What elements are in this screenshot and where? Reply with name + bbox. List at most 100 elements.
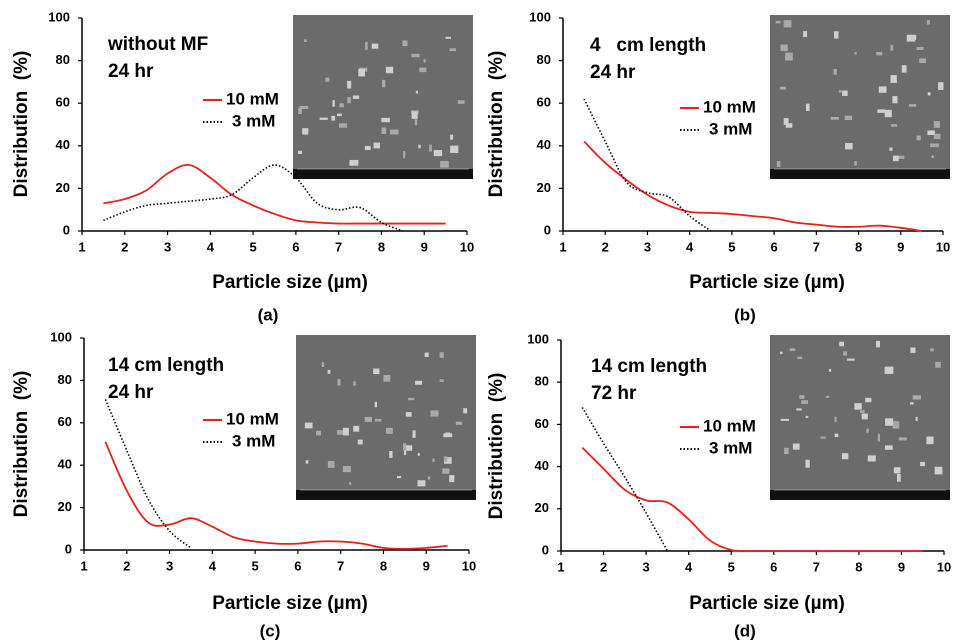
sem-particle xyxy=(332,100,335,107)
x-tick-label: 10 xyxy=(937,559,951,574)
sem-particle xyxy=(927,130,935,136)
x-tick-label: 7 xyxy=(337,558,344,573)
sem-particle xyxy=(336,113,342,117)
y-tick-label: 0 xyxy=(65,541,72,556)
sem-particle xyxy=(373,368,380,375)
series-line xyxy=(583,140,923,232)
sem-particle xyxy=(412,430,416,438)
sem-particle xyxy=(776,161,781,167)
sem-particle xyxy=(833,68,837,75)
sem-particle xyxy=(896,473,901,482)
sem-particle xyxy=(325,77,330,82)
legend-label: 10 mM xyxy=(703,97,756,116)
x-tick-label: 8 xyxy=(378,239,385,254)
x-tick-label: 6 xyxy=(770,239,777,254)
sem-particle xyxy=(865,397,872,403)
y-tick-label: 40 xyxy=(537,137,551,152)
sem-particle xyxy=(327,369,331,374)
sem-particle xyxy=(403,443,407,451)
sem-particle xyxy=(389,129,399,135)
sem-particle xyxy=(443,433,453,438)
x-axis-label: Particle size (µm) xyxy=(212,593,368,614)
sem-particle xyxy=(450,145,459,153)
y-tick-label: 60 xyxy=(58,414,72,429)
sem-particle xyxy=(349,159,359,166)
sem-particle xyxy=(846,358,855,361)
y-tick-label: 80 xyxy=(535,374,549,389)
sem-particle xyxy=(884,445,893,450)
sem-particle xyxy=(885,418,894,426)
sem-particle xyxy=(796,408,802,411)
sem-particle xyxy=(304,39,307,42)
y-tick-label: 0 xyxy=(542,542,549,557)
x-tick-label: 10 xyxy=(462,558,476,573)
sem-particle xyxy=(381,79,386,88)
sem-info-bar xyxy=(293,169,473,179)
y-tick-label: 60 xyxy=(537,95,551,110)
sem-particle xyxy=(779,351,783,354)
sem-particle xyxy=(424,352,429,358)
x-tick-label: 7 xyxy=(813,559,820,574)
sem-particle xyxy=(801,400,809,404)
series-line xyxy=(104,441,448,550)
y-axis-label: Distribution (%) xyxy=(486,51,507,198)
sem-particle xyxy=(463,408,468,414)
sem-particle xyxy=(427,476,431,480)
sem-particle xyxy=(449,48,457,52)
sem-particle xyxy=(805,415,809,418)
sem-particle xyxy=(886,368,889,371)
x-tick-label: 2 xyxy=(600,559,607,574)
x-tick-label: 4 xyxy=(686,239,694,254)
sem-particle xyxy=(797,356,803,360)
sem-particle xyxy=(418,144,421,149)
sem-particle xyxy=(838,90,842,93)
x-tick-label: 2 xyxy=(123,558,130,573)
annotation: 14 cm length xyxy=(108,355,224,376)
sem-particle xyxy=(926,436,934,445)
sem-particle xyxy=(854,52,857,55)
panel: 0 20 40 60 80 100 1 2 3 4 5 6 7 8 9 10 10 mM 3 mM without … xyxy=(11,9,474,324)
sem-particle xyxy=(892,421,900,429)
sem-particle xyxy=(415,380,423,385)
sem-particle xyxy=(920,461,925,467)
x-tick-label: 10 xyxy=(936,239,950,254)
y-tick-label: 100 xyxy=(527,331,549,346)
sem-particle xyxy=(316,430,321,436)
sem-particle xyxy=(423,59,426,63)
sem-particle xyxy=(374,401,378,408)
x-tick-label: 4 xyxy=(685,559,693,574)
sem-particle xyxy=(908,104,917,107)
x-axis-label: Particle size (µm) xyxy=(212,272,368,293)
y-tick-label: 100 xyxy=(48,9,70,24)
sem-particle xyxy=(912,395,922,400)
x-tick-label: 6 xyxy=(292,239,299,254)
y-tick-label: 40 xyxy=(56,137,70,152)
sem-particle xyxy=(450,134,454,140)
sem-particle xyxy=(429,144,432,152)
sem-particle xyxy=(927,92,931,96)
x-tick-label: 5 xyxy=(251,558,258,573)
sem-particle xyxy=(339,103,344,108)
sem-particle xyxy=(411,53,420,58)
series-line xyxy=(581,446,923,552)
sem-particle xyxy=(834,433,839,438)
sem-particle xyxy=(445,36,451,39)
sem-particle xyxy=(789,348,796,352)
sem-particle xyxy=(337,378,341,386)
sem-particle xyxy=(298,107,302,115)
sem-particle xyxy=(432,458,435,462)
sem-particle xyxy=(820,436,826,439)
sem-particle xyxy=(440,160,449,168)
sem-particle xyxy=(898,437,907,441)
x-tick-label: 5 xyxy=(249,239,256,254)
sem-particle xyxy=(890,44,894,51)
sem-particle xyxy=(389,451,393,458)
sem-particle xyxy=(938,82,944,90)
sem-particle xyxy=(842,351,848,356)
sem-particle xyxy=(910,347,916,353)
sem-particle xyxy=(411,111,418,119)
sem-particle xyxy=(876,51,883,56)
sem-particle xyxy=(884,109,892,118)
y-tick-label: 60 xyxy=(56,95,70,110)
